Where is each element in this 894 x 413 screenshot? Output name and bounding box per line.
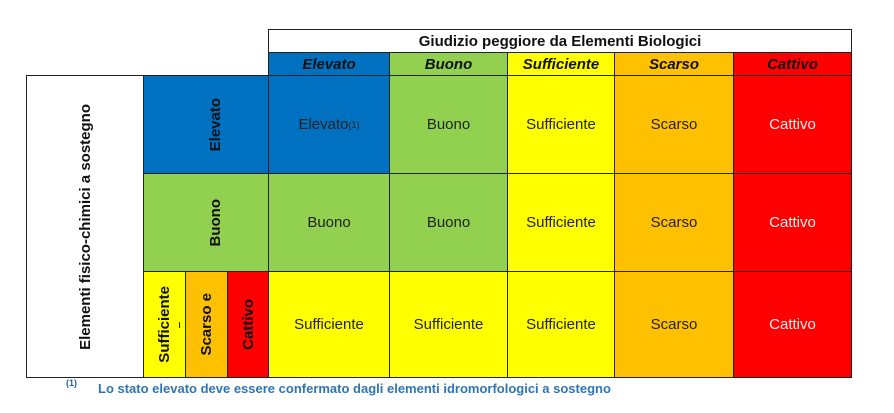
grid-cell: Scarso: [614, 75, 734, 174]
grid-cell-value: Sufficiente: [413, 316, 484, 333]
row-header-label: Buono: [207, 198, 224, 247]
row-axis-label: Elementi fisico-chimici a sostegno: [26, 75, 144, 378]
column-header-label: Buono: [424, 55, 473, 73]
column-header-cattivo: Cattivo: [733, 52, 852, 76]
grid-cell-value: Cattivo: [769, 316, 816, 333]
grid-cell-value: Sufficiente: [294, 316, 364, 333]
grid-cell: Sufficiente: [507, 271, 615, 378]
column-header-scarso: Scarso: [614, 52, 734, 76]
row-header-label: Elevato: [207, 97, 224, 152]
grid-cell-value: Sufficiente: [526, 214, 596, 231]
grid-cell: Cattivo: [733, 271, 852, 378]
grid-cell: Buono: [268, 173, 390, 272]
row-header-cattivo: Cattivo: [227, 271, 269, 378]
grid-cell: Sufficiente: [507, 173, 615, 272]
column-header-buono: Buono: [389, 52, 508, 76]
grid-cell-value: Scarso: [650, 116, 698, 133]
grid-cell-value: Buono: [307, 214, 351, 231]
grid-cell-value: Cattivo: [769, 116, 816, 133]
grid-cell-value: Sufficiente: [526, 116, 596, 133]
column-header-label: Cattivo: [767, 55, 818, 73]
row-header-label: Scarso e: [198, 293, 215, 356]
grid-cell: Buono: [389, 173, 508, 272]
grid-cell-value: Elevato: [298, 116, 349, 133]
grid-cell: Buono: [389, 75, 508, 174]
grid-cell: Scarso: [614, 271, 734, 378]
row-header-label: Cattivo: [239, 299, 257, 350]
grid-cell-value: Cattivo: [769, 214, 816, 231]
column-header-label: Elevato: [302, 55, 356, 73]
grid-cell: Scarso: [614, 173, 734, 272]
grid-cell: Elevato (1): [268, 75, 390, 174]
column-header-sufficiente: Sufficiente: [507, 52, 615, 76]
footnote-marker: (1): [66, 378, 77, 388]
row-header-scarso: Scarso e: [185, 271, 228, 378]
grid-cell: Sufficiente: [389, 271, 508, 378]
footnote-text: Lo stato elevato deve essere confermato …: [98, 381, 611, 396]
grid-cell-value: Sufficiente: [526, 316, 596, 333]
grid-cell: Cattivo: [733, 75, 852, 174]
table-title: Giudizio peggiore da Elementi Biologici: [268, 29, 852, 53]
column-header-elevato: Elevato: [268, 52, 390, 76]
divider-mark: [179, 322, 180, 328]
grid-cell: Sufficiente: [268, 271, 390, 378]
column-header-label: Scarso: [648, 55, 700, 73]
row-header-buono: Buono: [143, 173, 269, 272]
grid-cell: Sufficiente: [507, 75, 615, 174]
table-title-text: Giudizio peggiore da Elementi Biologici: [418, 32, 702, 50]
grid-cell-value: Scarso: [650, 316, 698, 333]
footnote-reference: (1): [348, 119, 360, 130]
column-header-label: Sufficiente: [522, 55, 600, 73]
row-axis-label-text: Elementi fisico-chimici a sostegno: [76, 103, 94, 350]
grid-cell-value: Scarso: [650, 214, 698, 231]
grid-cell-value: Buono: [426, 116, 471, 133]
row-header-label: Sufficiente: [156, 286, 173, 363]
row-header-sufficiente: Sufficiente: [143, 271, 186, 378]
grid-cell: Cattivo: [733, 173, 852, 272]
grid-cell-value: Buono: [426, 214, 471, 231]
row-header-elevato: Elevato: [143, 75, 269, 174]
